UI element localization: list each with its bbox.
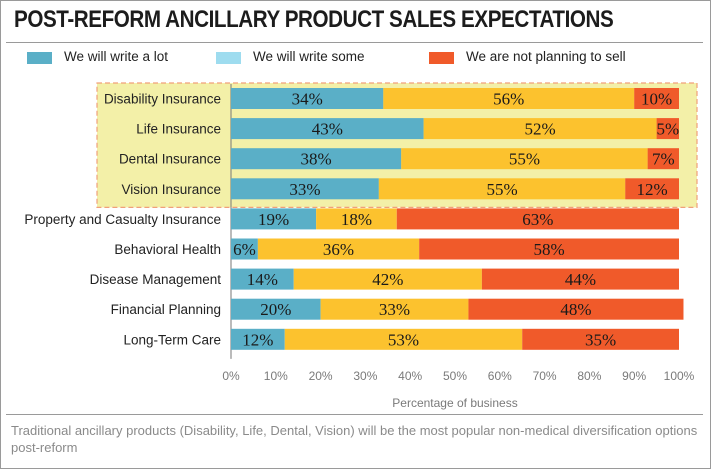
data-label-long-term-care-we-are-not-planning-to-sell: 35% [585, 330, 616, 349]
x-tick-label: 60% [488, 369, 512, 383]
data-label-life-insurance-we-are-not-planning-to-sell: 5% [656, 120, 679, 139]
data-label-behavioral-health-we-are-not-planning-to-sell: 58% [533, 240, 564, 259]
bar-disease-management-we-are-not-planning-to-sell [481, 268, 679, 290]
bar-vision-insurance-we-will-write-a-lot [231, 178, 379, 200]
x-tick-label: 100% [664, 369, 695, 383]
legend-label-write-a-lot: We will write a lot [64, 49, 169, 64]
data-label-dental-insurance-we-are-not-planning-to-sell: 7% [652, 150, 675, 169]
data-label-behavioral-health-we-will-write-a-lot: 6% [233, 240, 256, 259]
data-label-dental-insurance-we-will-write-a-lot: 38% [301, 150, 332, 169]
bar-disability-insurance-we-will-write-a-lot [231, 88, 384, 109]
bar-life-insurance-we-will-write-some [423, 118, 657, 140]
footnote: Traditional ancillary products (Disabili… [11, 423, 698, 455]
bar-dental-insurance-we-are-not-planning-to-sell [647, 148, 679, 170]
category-label-dental-insurance: Dental Insurance [119, 152, 221, 167]
legend-label-write-some: We will write some [253, 49, 365, 64]
x-tick-label: 80% [577, 369, 601, 383]
bar-property-and-casualty-insurance-we-are-not-planning-to-sell [396, 208, 679, 230]
category-label-property-and-casualty-insurance: Property and Casualty Insurance [24, 212, 221, 227]
legend-label-not-planning: We are not planning to sell [466, 49, 626, 64]
bar-life-insurance-we-will-write-a-lot [231, 118, 424, 140]
bar-behavioral-health-we-will-write-a-lot [231, 238, 258, 260]
legend-swatch-not-planning [429, 52, 454, 64]
data-label-property-and-casualty-insurance-we-will-write-some: 18% [341, 210, 372, 229]
x-tick-label: 70% [533, 369, 557, 383]
x-tick-label: 40% [398, 369, 422, 383]
category-label-life-insurance: Life Insurance [136, 122, 221, 137]
bar-property-and-casualty-insurance-we-will-write-some [316, 208, 397, 230]
data-label-vision-insurance-we-are-not-planning-to-sell: 12% [637, 180, 668, 199]
bar-dental-insurance-we-will-write-some [401, 148, 648, 170]
category-label-disease-management: Disease Management [90, 272, 222, 287]
data-label-long-term-care-we-will-write-a-lot: 12% [242, 330, 273, 349]
chart-title: POST-REFORM ANCILLARY PRODUCT SALES EXPE… [14, 6, 614, 33]
bar-vision-insurance-we-are-not-planning-to-sell [625, 178, 679, 200]
bar-vision-insurance-we-will-write-some [378, 178, 626, 200]
data-label-life-insurance-we-will-write-a-lot: 43% [312, 120, 343, 139]
bar-long-term-care-we-are-not-planning-to-sell [522, 328, 679, 350]
category-label-long-term-care: Long-Term Care [123, 332, 221, 347]
category-label-behavioral-health: Behavioral Health [114, 242, 221, 257]
data-label-disease-management-we-will-write-some: 42% [372, 270, 403, 289]
stacked-bar-chart: Disability Insurance 34% 56% 10% Life Insura… [24, 82, 698, 410]
bar-behavioral-health-we-are-not-planning-to-sell [419, 238, 679, 260]
data-label-disability-insurance-we-will-write-some: 56% [493, 90, 524, 109]
category-label-vision-insurance: Vision Insurance [121, 182, 221, 197]
bar-life-insurance-we-are-not-planning-to-sell [656, 118, 679, 140]
data-label-disease-management-we-will-write-a-lot: 14% [247, 270, 278, 289]
bar-disability-insurance-we-are-not-planning-to-sell [634, 88, 679, 109]
data-label-disability-insurance-we-are-not-planning-to-sell: 10% [641, 90, 672, 109]
data-label-dental-insurance-we-will-write-some: 55% [509, 150, 540, 169]
bar-property-and-casualty-insurance-we-will-write-a-lot [231, 208, 317, 230]
bar-dental-insurance-we-will-write-a-lot [231, 148, 402, 170]
bar-disease-management-we-will-write-some [293, 268, 482, 290]
x-tick-label: 10% [264, 369, 288, 383]
category-label-financial-planning: Financial Planning [111, 302, 221, 317]
bar-financial-planning-we-will-write-some [320, 298, 469, 320]
data-label-property-and-casualty-insurance-we-are-not-planning-to-sell: 63% [522, 210, 553, 229]
data-label-life-insurance-we-will-write-some: 52% [525, 120, 556, 139]
x-axis-title: Percentage of business [392, 396, 517, 410]
data-label-behavioral-health-we-will-write-some: 36% [323, 240, 354, 259]
data-label-vision-insurance-we-will-write-some: 55% [486, 180, 517, 199]
data-label-disability-insurance-we-will-write-a-lot: 34% [292, 90, 323, 109]
footer-divider [6, 414, 703, 415]
bar-long-term-care-we-will-write-a-lot [231, 328, 285, 350]
x-tick-label: 30% [353, 369, 377, 383]
data-label-disease-management-we-are-not-planning-to-sell: 44% [565, 270, 596, 289]
legend-swatch-write-a-lot [27, 52, 52, 64]
x-tick-label: 20% [309, 369, 333, 383]
x-tick-label: 0% [222, 369, 240, 383]
legend-swatch-write-some [216, 52, 241, 64]
data-label-financial-planning-we-will-write-some: 33% [379, 300, 410, 319]
data-label-long-term-care-we-will-write-some: 53% [388, 330, 419, 349]
bar-behavioral-health-we-will-write-some [257, 238, 420, 260]
title-divider [6, 42, 703, 43]
bar-disease-management-we-will-write-a-lot [231, 268, 294, 290]
bar-financial-planning-we-are-not-planning-to-sell [468, 298, 684, 320]
category-label-disability-insurance: Disability Insurance [104, 92, 221, 107]
bar-long-term-care-we-will-write-some [284, 328, 523, 350]
bar-financial-planning-we-will-write-a-lot [231, 298, 321, 320]
x-tick-label: 50% [443, 369, 467, 383]
bar-disability-insurance-we-will-write-some [383, 88, 635, 109]
x-tick-label: 90% [622, 369, 646, 383]
data-label-financial-planning-we-are-not-planning-to-sell: 48% [560, 300, 591, 319]
data-label-property-and-casualty-insurance-we-will-write-a-lot: 19% [258, 210, 289, 229]
data-label-financial-planning-we-will-write-a-lot: 20% [260, 300, 291, 319]
data-label-vision-insurance-we-will-write-a-lot: 33% [289, 180, 320, 199]
